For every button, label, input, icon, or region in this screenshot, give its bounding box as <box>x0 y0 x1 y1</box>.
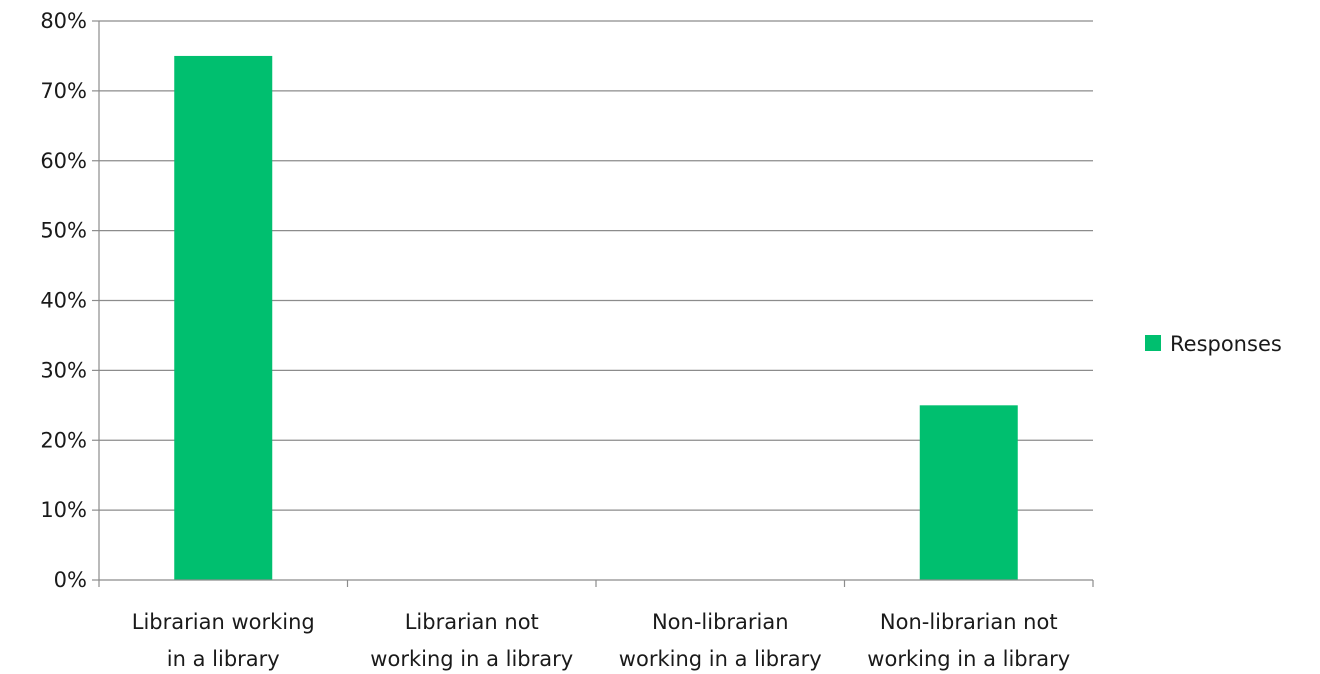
x-category-label: Librarian not <box>405 610 539 634</box>
bar-1 <box>174 55 273 580</box>
y-tick-label: 70% <box>40 79 87 103</box>
y-tick-labels: 0% 10% 20% 30% 40% 50% 60% 70% 80% <box>40 9 87 592</box>
legend: Responses <box>1145 332 1282 356</box>
y-tick-label: 80% <box>40 9 87 33</box>
y-tick-label: 0% <box>54 568 87 592</box>
x-category-label: working in a library <box>619 647 822 671</box>
y-tick-label: 40% <box>40 289 87 313</box>
y-tick-label: 30% <box>40 358 87 382</box>
x-category-label: Librarian working <box>132 610 315 634</box>
y-tick-label: 50% <box>40 219 87 243</box>
legend-label: Responses <box>1170 332 1282 356</box>
legend-swatch <box>1145 335 1161 351</box>
bars <box>174 55 1018 580</box>
y-tick-label: 60% <box>40 149 87 173</box>
x-category-labels: Librarian working in a library Librarian n… <box>132 610 1070 671</box>
y-tick-label: 10% <box>40 498 87 522</box>
x-category-label: working in a library <box>867 647 1070 671</box>
x-category-label: working in a library <box>370 647 573 671</box>
x-category-label: Non-librarian not <box>880 610 1058 634</box>
x-category-label: Non-librarian <box>652 610 789 634</box>
bar-4 <box>919 405 1018 580</box>
x-category-label: in a library <box>167 647 280 671</box>
y-tick-label: 20% <box>40 428 87 452</box>
axes <box>92 20 1094 587</box>
